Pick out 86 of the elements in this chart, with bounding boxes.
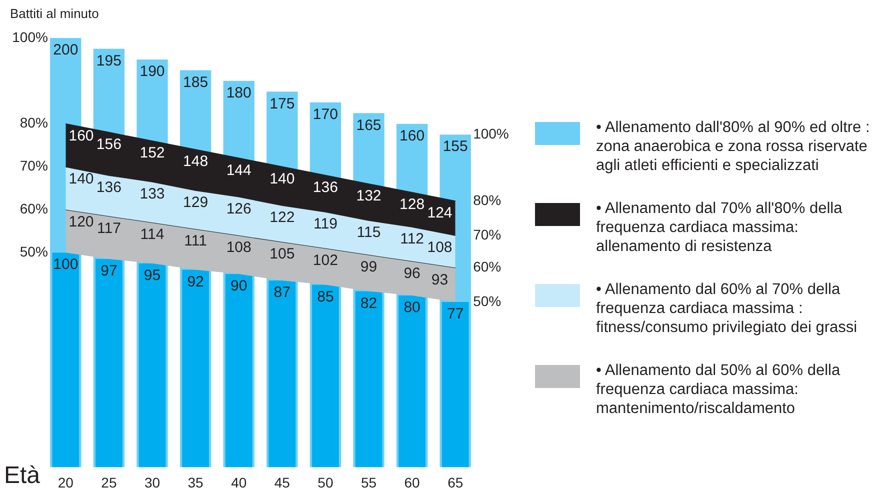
x-tick-label: 20 [58,474,74,490]
data-label: 152 [140,144,165,162]
x-tick-label: 55 [360,474,377,490]
x-tick-label: 50 [318,474,334,490]
data-label: 102 [312,252,338,269]
text: Battiti al minuto [10,6,99,21]
bar [52,252,80,468]
data-label: 195 [96,52,122,70]
bar [355,291,382,468]
data-label: 128 [400,196,425,214]
data-label: 126 [226,200,252,218]
data-label: 85 [317,288,334,306]
data-label: 175 [270,95,295,112]
data-label: 105 [270,246,295,263]
x-tick-label: 40 [231,474,247,490]
data-label: 144 [226,162,252,179]
data-label: 136 [96,178,122,196]
legend-label: • Allenamento dall'80% al 90% ed oltre : zona anaerobica e zona rossa riservate agli atleti efficienti e specializzati [596,118,871,175]
data-label: 99 [360,258,378,276]
annotation: 70% [20,158,48,174]
data-label: 112 [400,230,424,248]
data-label: 114 [140,226,164,244]
data-label: 185 [183,74,208,91]
data-label: 117 [96,220,121,237]
annotation: 60% [473,258,502,274]
data-label: 155 [442,138,468,156]
annotation: 60% [20,200,48,217]
bar [138,263,166,468]
bar [442,302,469,468]
data-label: 119 [313,215,338,232]
data-label: 92 [187,273,204,290]
data-label: 190 [140,63,165,80]
data-label: 148 [183,153,208,170]
annotation: 50% [20,243,48,260]
data-label: 170 [312,106,338,124]
data-label: 124 [427,204,452,222]
bar [398,296,426,468]
x-tick-label: 45 [274,474,290,490]
bar [96,259,122,468]
x-tick-label: 60 [404,474,420,490]
annotation: 70% [473,226,502,242]
data-label: 115 [356,224,381,242]
annotation: 80% [473,192,502,208]
data-label: 100 [53,256,78,274]
annotation: 80% [20,114,48,131]
data-label: 165 [356,116,382,134]
data-label: 90 [230,278,248,295]
data-label: 200 [53,42,78,59]
data-label: 160 [400,127,425,144]
x-tick-label: 35 [188,474,204,490]
annotation: 50% [473,292,502,309]
x-tick-label: 30 [144,474,160,490]
data-label: 80 [404,299,420,316]
data-label: 160 [68,127,94,144]
data-label: 95 [144,266,161,284]
data-label: 87 [274,284,290,302]
data-label: 122 [270,209,295,226]
annotation: 100% [12,28,48,45]
legend-label: • Allenamento dal 60% al 70% della frequenza cardiaca massima : fitness/consumo privilegiato dei grassi [596,280,858,337]
data-label: 140 [270,170,295,188]
bar [268,280,296,468]
data-label: 140 [68,170,94,188]
data-label: 108 [427,239,452,256]
bar [312,284,339,468]
legend-label: • Allenamento dal 50% al 60% della frequenza cardiaca massima: mantenimento/riscaldamento [596,361,842,418]
x-tick-label: 25 [101,474,117,490]
data-label: 120 [68,213,94,230]
annotation: 100% [473,125,509,142]
data-label: 77 [447,306,464,323]
data-label: 180 [226,84,252,102]
data-label: 133 [140,185,165,202]
data-label: 132 [356,188,382,205]
bar [182,270,209,468]
bar [225,274,252,468]
data-label: 108 [226,239,252,256]
data-label: 136 [312,178,338,196]
data-label: 97 [100,262,118,280]
data-label: 93 [431,271,448,288]
data-label: 82 [360,294,378,312]
x-tick-label: 65 [448,474,464,490]
data-label: 129 [183,194,208,212]
data-label: 111 [184,232,207,250]
data-label: 96 [404,264,420,282]
x-axis-title: Età [4,462,40,490]
data-label: 156 [96,136,122,154]
legend-label: • Allenamento dal 70% all'80% della frequenza cardiaca massima: allenamento di resistenza [596,199,844,256]
